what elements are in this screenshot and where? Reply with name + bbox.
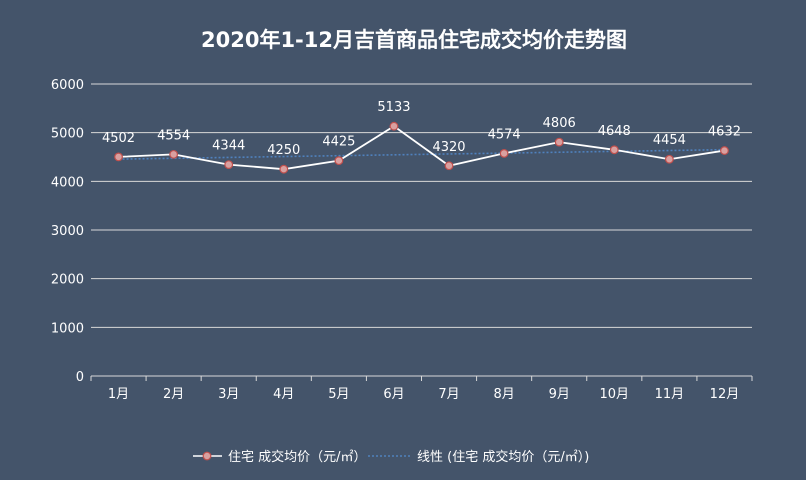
legend-series-label: 住宅 成交均价（元/㎡） — [228, 449, 367, 465]
x-tick-label: 11月 — [655, 387, 685, 402]
gridlines — [91, 83, 752, 328]
data-point — [444, 161, 454, 171]
data-label: 4574 — [488, 127, 521, 142]
data-label: 4632 — [708, 125, 741, 140]
y-tick-label: 3000 — [51, 224, 84, 239]
x-tick-label: 6月 — [383, 387, 404, 402]
data-point — [554, 137, 564, 147]
data-label: 4806 — [543, 116, 576, 131]
x-tick-label: 8月 — [493, 387, 514, 402]
data-label: 4454 — [653, 133, 686, 148]
y-tick-label: 4000 — [51, 175, 84, 190]
y-tick-label: 1000 — [51, 321, 84, 336]
x-tick-label: 3月 — [218, 387, 239, 402]
series-layer — [114, 121, 729, 174]
data-label: 4320 — [432, 140, 465, 155]
x-tick-label: 2月 — [163, 387, 184, 402]
x-tick-label: 12月 — [710, 387, 740, 402]
data-point — [279, 164, 289, 174]
trendline-layer — [118, 148, 725, 160]
data-label: 4502 — [102, 131, 135, 146]
data-labels: 4502 4554 4344 4250 4425 5133 4320 4574 4806 4648… — [102, 100, 741, 158]
data-label: 5133 — [377, 100, 410, 115]
data-label: 4250 — [267, 143, 300, 158]
x-tick-label: 5月 — [328, 387, 349, 402]
x-tick-label: 9月 — [549, 387, 570, 402]
x-axis: 1月 2月 3月 4月 5月 6月 7月 8月 9月 10月 11月 12月 — [90, 375, 753, 402]
trendline — [118, 148, 725, 160]
chart-title: 2020年1-12月吉首商品住宅成交均价走势图 — [201, 28, 627, 52]
data-point — [389, 121, 399, 131]
data-point — [609, 145, 619, 155]
data-point — [499, 148, 509, 158]
x-tick-label: 7月 — [438, 387, 459, 402]
data-point — [224, 160, 234, 169]
y-axis-ticks: 0 1000 2000 3000 4000 5000 6000 — [51, 78, 84, 385]
x-tick-label: 4月 — [273, 387, 294, 402]
x-tick-label: 10月 — [600, 387, 630, 402]
data-point — [664, 154, 674, 164]
data-label: 4648 — [598, 124, 631, 139]
data-point — [334, 156, 344, 166]
series-line — [118, 125, 725, 171]
legend: 住宅 成交均价（元/㎡） 线性 (住宅 成交均价（元/㎡）) — [193, 449, 589, 465]
y-tick-label: 0 — [76, 370, 84, 385]
legend-series-marker — [202, 451, 212, 461]
data-point — [169, 149, 179, 159]
data-label: 4425 — [322, 135, 355, 150]
data-point — [720, 146, 729, 155]
y-tick-label: 5000 — [51, 127, 84, 142]
x-tick-label: 1月 — [108, 387, 129, 402]
legend-trend-label: 线性 (住宅 成交均价（元/㎡）) — [417, 449, 589, 465]
y-tick-label: 2000 — [51, 273, 84, 288]
data-label: 4344 — [212, 139, 245, 154]
data-label: 4554 — [157, 128, 190, 143]
data-point — [114, 152, 123, 162]
y-tick-label: 6000 — [51, 78, 84, 93]
